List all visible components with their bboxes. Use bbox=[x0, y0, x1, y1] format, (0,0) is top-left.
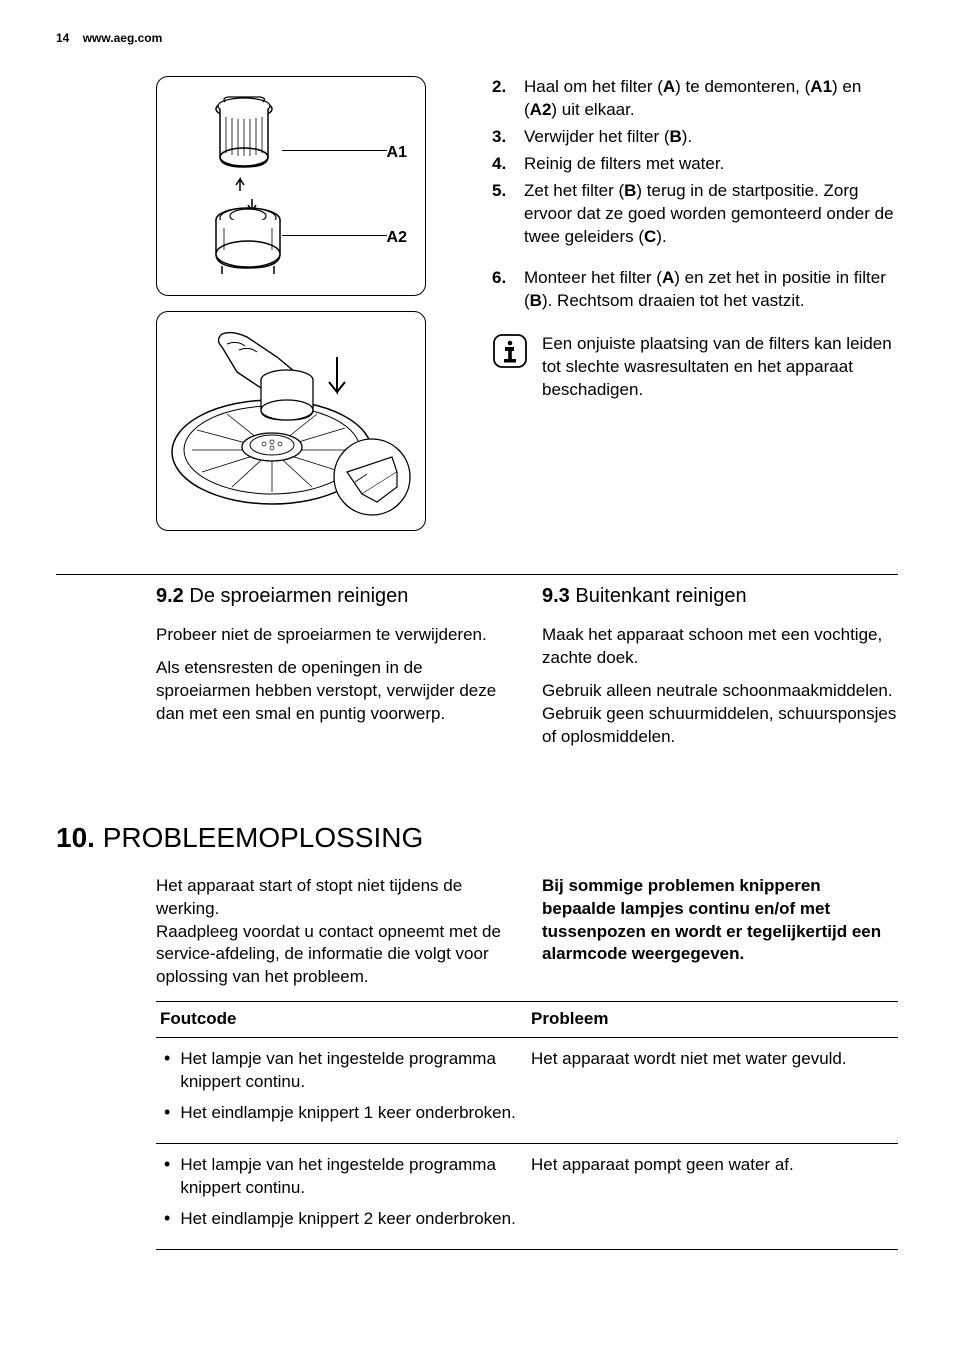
fault-code-table: Foutcode Probleem Het lampje van het ing… bbox=[156, 1001, 898, 1250]
sec10-left-p1: Het apparaat start of stopt niet tijdens… bbox=[156, 875, 512, 921]
title-9-2: De sproeiarmen reinigen bbox=[189, 585, 408, 607]
fault-table-header: Foutcode Probleem bbox=[156, 1001, 898, 1038]
step-item: 2.Haal om het filter (A) te demonteren, … bbox=[492, 76, 898, 122]
steps-list-2-5: 2.Haal om het filter (A) te demonteren, … bbox=[492, 76, 898, 249]
info-icon bbox=[492, 333, 528, 369]
fault-code-cell: Het lampje van het ingestelde programma … bbox=[156, 1154, 527, 1239]
fault-bullet: Het lampje van het ingestelde programma … bbox=[164, 1048, 527, 1094]
fault-bullet-list: Het lampje van het ingestelde programma … bbox=[160, 1154, 527, 1231]
label-a2: A2 bbox=[387, 227, 407, 249]
ft-header-col1: Foutcode bbox=[156, 1008, 527, 1031]
info-note-text: Een onjuiste plaatsing van de filters ka… bbox=[542, 333, 898, 402]
filter-a2-drawing bbox=[212, 202, 287, 289]
fault-bullet-list: Het lampje van het ingestelde programma … bbox=[160, 1048, 527, 1125]
p2-9-2: Als etensresten de openingen in de sproe… bbox=[156, 657, 512, 726]
ft-header-col2: Probleem bbox=[527, 1008, 898, 1031]
fault-problem-cell: Het apparaat wordt niet met water gevuld… bbox=[527, 1048, 898, 1133]
label-a1: A1 bbox=[387, 142, 407, 164]
steps-list-6: 6. Monteer het filter (A) en zet het in … bbox=[492, 267, 898, 313]
step-item: 5.Zet het filter (B) terug in de startpo… bbox=[492, 180, 898, 249]
section-divider bbox=[56, 574, 898, 575]
right-column: 2.Haal om het filter (A) te demonteren, … bbox=[492, 76, 898, 546]
figure-1-frame: A1 A2 bbox=[156, 76, 426, 296]
step-item: 3.Verwijder het filter (B). bbox=[492, 126, 898, 149]
heading-9-3: 9.3 Buitenkant reinigen bbox=[542, 583, 898, 610]
step-text: Reinig de filters met water. bbox=[524, 153, 898, 176]
section-9-3: 9.3 Buitenkant reinigen Maak het apparaa… bbox=[542, 583, 898, 759]
secnum-9-3: 9.3 bbox=[542, 585, 570, 607]
step-6: 6. Monteer het filter (A) en zet het in … bbox=[492, 267, 898, 313]
leader-line-a1 bbox=[282, 150, 387, 151]
upper-two-column: A1 A2 bbox=[56, 76, 898, 546]
left-column: A1 A2 bbox=[56, 76, 462, 546]
title-10: PROBLEEMOPLOSSING bbox=[103, 822, 424, 853]
leader-line-a2 bbox=[282, 235, 387, 236]
section-9-2-9-3-cols: 9.2 De sproeiarmen reinigen Probeer niet… bbox=[56, 583, 898, 759]
mainnum-10: 10. bbox=[56, 822, 95, 853]
p1-9-3: Maak het apparaat schoon met een vochtig… bbox=[542, 624, 898, 670]
figure-1-box: A1 A2 bbox=[156, 76, 426, 296]
secnum-9-2: 9.2 bbox=[156, 585, 184, 607]
step-text: Verwijder het filter (B). bbox=[524, 126, 898, 149]
title-9-3: Buitenkant reinigen bbox=[575, 585, 746, 607]
step-text: Zet het filter (B) terug in de startposi… bbox=[524, 180, 898, 249]
figure-2-box bbox=[156, 311, 426, 531]
fault-table-row: Het lampje van het ingestelde programma … bbox=[156, 1038, 898, 1144]
fault-code-cell: Het lampje van het ingestelde programma … bbox=[156, 1048, 527, 1133]
sec10-left-p2: Raadpleeg voordat u contact opneemt met … bbox=[156, 921, 512, 990]
fault-bullet: Het eindlampje knippert 2 keer onderbrok… bbox=[164, 1208, 527, 1231]
page-header: 14 www.aeg.com bbox=[56, 30, 898, 46]
sec10-right-p1: Bij sommige problemen knipperen bepaalde… bbox=[542, 875, 898, 967]
step-6-text: Monteer het filter (A) en zet het in pos… bbox=[524, 267, 898, 313]
figure-2-frame bbox=[156, 311, 426, 531]
fault-bullet: Het eindlampje knippert 1 keer onderbrok… bbox=[164, 1102, 527, 1125]
header-url: www.aeg.com bbox=[83, 31, 163, 45]
heading-9-2: 9.2 De sproeiarmen reinigen bbox=[156, 583, 512, 610]
p2-9-3: Gebruik alleen neutrale schoonmaakmiddel… bbox=[542, 680, 898, 749]
fault-problem-cell: Het apparaat pompt geen water af. bbox=[527, 1154, 898, 1239]
info-note-box: Een onjuiste plaatsing van de filters ka… bbox=[492, 333, 898, 402]
heading-10: 10. PROBLEEMOPLOSSING bbox=[56, 819, 898, 857]
step-item: 4.Reinig de filters met water. bbox=[492, 153, 898, 176]
p1-9-2: Probeer niet de sproeiarmen te verwijder… bbox=[156, 624, 512, 647]
step-num: 4. bbox=[492, 153, 524, 176]
section-10-left: Het apparaat start of stopt niet tijdens… bbox=[156, 875, 512, 990]
step-num: 5. bbox=[492, 180, 524, 249]
fault-table-row: Het lampje van het ingestelde programma … bbox=[156, 1144, 898, 1250]
step-text: Haal om het filter (A) te demonteren, (A… bbox=[524, 76, 898, 122]
section-9-2: 9.2 De sproeiarmen reinigen Probeer niet… bbox=[156, 583, 512, 759]
section-10-right: Bij sommige problemen knipperen bepaalde… bbox=[542, 875, 898, 990]
step-num: 3. bbox=[492, 126, 524, 149]
page-number: 14 bbox=[56, 31, 69, 45]
step-6-num: 6. bbox=[492, 267, 524, 313]
filter-insert-drawing bbox=[167, 322, 417, 522]
section-10-intro-cols: Het apparaat start of stopt niet tijdens… bbox=[156, 875, 898, 990]
fault-bullet: Het lampje van het ingestelde programma … bbox=[164, 1154, 527, 1200]
step-num: 2. bbox=[492, 76, 524, 122]
